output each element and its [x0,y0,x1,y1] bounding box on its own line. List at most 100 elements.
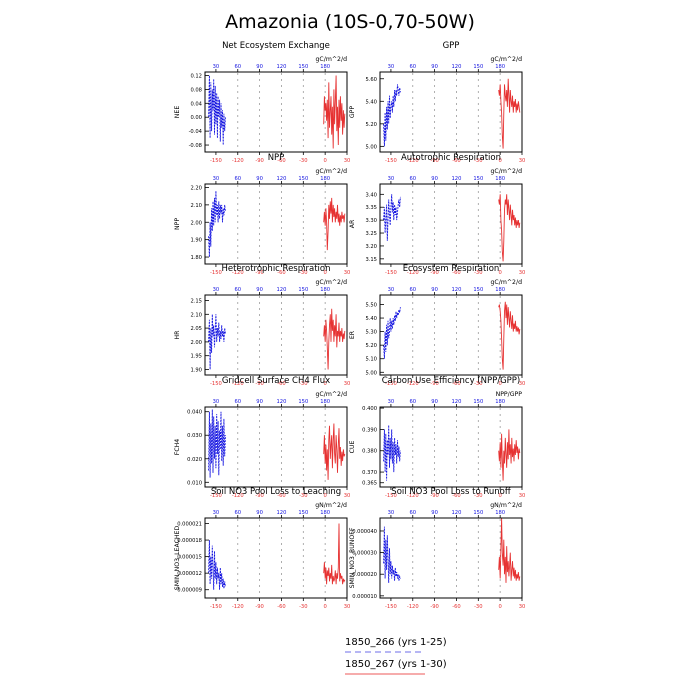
y-tick-label: 3.35 [365,205,377,211]
x-top-tick-label: 30 [388,176,395,182]
plot-frame [204,406,348,488]
y-tick-label: 5.20 [365,122,377,128]
x-bottom-tick-label: -120 [407,158,419,164]
x-bottom-tick-label: -90 [255,604,263,610]
x-top-tick-label: 180 [495,176,505,182]
x-bottom-tick-label: -120 [232,270,244,276]
x-top-tick-label: 120 [452,64,462,70]
y-axis-label: AR [349,219,356,228]
series-line-run2 [498,429,521,481]
y-tick-label: 0.400 [362,406,377,412]
x-bottom-tick-label: -90 [430,270,438,276]
chart-panel: Ecosystem Respiration gC/m^2/d 5.50 5.40 5.3… [349,264,525,387]
y-axis-label: SMIN_NO3_RUNOFF [349,527,356,588]
series-line-run1 [383,194,401,241]
y-axis-label: FCH4 [174,439,181,456]
x-top-tick-label: 30 [213,176,220,182]
chart-panel: Soil NO3 Pool Loss to Runoff gN/m^2/d 0.00… [349,487,525,610]
x-top-tick-label: 30 [388,287,395,293]
x-top-tick-label: 30 [388,64,395,70]
chart-panel: Autotrophic Respiration gC/m^2/d 3.40 3.35 3… [349,153,525,276]
units-label: gC/m^2/d [491,279,523,286]
x-bottom-tick-label: -90 [255,493,263,499]
chart-title: Soil NO3 Pool Loss to Runoff [391,487,512,497]
x-bottom-tick-label: -30 [474,381,482,387]
x-top-tick-label: 180 [320,287,330,293]
plot-frame [204,294,348,376]
chart-panel: Net Ecosystem Exchange gC/m^2/d 0.12 0.08 0.… [174,41,350,164]
chart-panel: Soil NO3 Pool Loss to Leaching gN/m^2/d 0.… [174,487,350,610]
plot-frame [379,183,523,265]
x-top-tick-label: 180 [495,64,505,70]
units-label: gC/m^2/d [491,56,523,63]
series-line-run1 [208,409,226,478]
series-line-run2 [323,75,346,149]
y-tick-label: 5.10 [365,357,377,363]
x-bottom-tick-label: 30 [344,493,351,499]
x-top-tick-label: 180 [495,510,505,516]
y-tick-label: 0.00 [190,115,202,121]
legend: 1850_266 (yrs 1-25) 1850_267 (yrs 1-30) [345,637,447,675]
x-top-tick-label: 150 [473,64,483,70]
x-bottom-tick-label: -150 [385,381,397,387]
x-top-tick-label: 60 [234,64,241,70]
y-tick-label: 3.15 [365,257,377,263]
x-top-tick-label: 150 [473,399,483,405]
y-tick-label: 5.20 [365,343,377,349]
x-bottom-tick-label: 30 [519,493,526,499]
x-bottom-tick-label: -30 [299,381,307,387]
x-top-tick-label: 150 [298,287,308,293]
chart-title: Autotrophic Respiration [401,153,501,163]
y-tick-label: 0.000040 [352,529,377,535]
x-bottom-tick-label: -60 [277,493,285,499]
x-bottom-tick-label: -90 [255,158,263,164]
x-top-tick-label: 180 [320,176,330,182]
series-line-run1 [383,84,401,147]
x-top-tick-label: 180 [495,399,505,405]
x-top-tick-label: 120 [277,287,287,293]
chart-panel: Carbon Use Efficiency (NPP/GPP) NPP/GPP 0.… [349,376,525,499]
x-bottom-tick-label: -60 [277,604,285,610]
x-bottom-tick-label: 0 [323,270,326,276]
x-top-tick-label: 180 [320,399,330,405]
units-label: NPP/GPP [496,391,523,398]
y-tick-label: 5.40 [365,99,377,105]
x-bottom-tick-label: 0 [323,158,326,164]
series-line-run2 [498,78,521,149]
y-tick-label: 0.365 [362,481,377,487]
x-top-tick-label: 120 [277,64,287,70]
chart-panel: Gridcell Surface CH4 Flux gC/m^2/d 0.040 0.… [174,376,350,499]
x-top-tick-label: 120 [452,510,462,516]
y-tick-label: 2.00 [190,220,202,226]
x-bottom-tick-label: -60 [452,604,460,610]
x-top-tick-label: 90 [256,399,263,405]
x-top-tick-label: 180 [320,510,330,516]
y-tick-label: 5.40 [365,316,377,322]
x-top-tick-label: 90 [431,399,438,405]
y-axis-label: HR [174,330,181,340]
x-bottom-tick-label: 0 [323,381,326,387]
series-line-run1 [208,75,226,146]
x-bottom-tick-label: -120 [407,493,419,499]
x-top-tick-label: 90 [431,176,438,182]
x-top-tick-label: 90 [256,64,263,70]
units-label: gC/m^2/d [316,391,348,398]
y-tick-label: 3.30 [365,218,377,224]
series-line-run1 [383,307,401,359]
x-bottom-tick-label: -90 [430,604,438,610]
y-tick-label: 0.000021 [177,522,202,528]
units-label: gC/m^2/d [491,168,523,175]
chart-title: Net Ecosystem Exchange [222,41,330,51]
plot-frame [379,406,523,488]
plot-frame [379,294,523,376]
y-tick-label: 0.000010 [352,594,377,600]
x-bottom-tick-label: -30 [474,493,482,499]
x-top-tick-label: 150 [473,176,483,182]
x-top-tick-label: 60 [234,287,241,293]
x-bottom-tick-label: -150 [210,493,222,499]
y-tick-label: 5.60 [365,77,377,83]
y-tick-label: -0.08 [189,143,202,149]
x-bottom-tick-label: -150 [385,604,397,610]
x-top-tick-label: 120 [277,176,287,182]
series-line-run1 [208,190,226,258]
